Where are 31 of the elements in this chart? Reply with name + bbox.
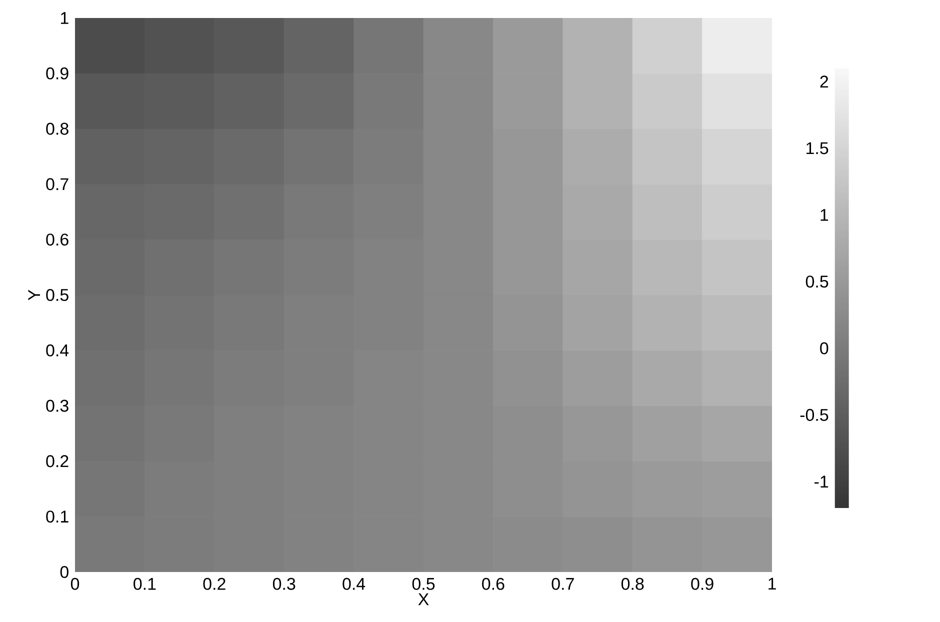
x-tick-label: 0.2 — [203, 578, 226, 590]
x-tick-label: 0.6 — [482, 578, 504, 590]
y-tick-label: 0.7 — [46, 178, 68, 190]
x-tick-label: 0.9 — [691, 578, 714, 590]
y-tick-label: 0.9 — [46, 67, 68, 80]
y-tick-label: 0.5 — [46, 288, 68, 302]
color-bar-label: -1 — [814, 476, 828, 488]
x-tick-label: 1 — [768, 578, 776, 590]
x-tick-label: 0.1 — [134, 578, 156, 590]
x-tick-label: 0.7 — [552, 578, 574, 590]
x-tick-label: 0.8 — [621, 578, 644, 590]
color-bar-label: -0.5 — [800, 408, 828, 421]
x-tick-label: 0.5 — [412, 578, 435, 590]
color-bar-label: 1 — [820, 209, 828, 221]
color-bar-label: 0 — [820, 342, 828, 354]
color-bar-label: 1.5 — [806, 142, 828, 154]
x-tick-label: 0 — [70, 578, 80, 590]
y-tick-label: 0.1 — [46, 510, 68, 523]
x-tick-label: 0.4 — [342, 578, 366, 590]
y-tick-label: 0.8 — [46, 122, 68, 135]
y-tick-label: 0.4 — [46, 344, 69, 356]
x-axis-title: X — [418, 593, 429, 606]
y-tick-label: 0.2 — [46, 455, 68, 468]
y-tick-label: 0.3 — [46, 400, 68, 412]
color-bar-label: 0.5 — [806, 276, 828, 288]
color-bar-label: 2 — [820, 76, 828, 88]
x-tick-label: 0.3 — [272, 578, 296, 590]
y-tick-label: 0 — [60, 566, 68, 578]
y-tick-label: 0.6 — [46, 234, 68, 246]
y-axis-title: Y — [28, 290, 40, 300]
y-tick-label: 1 — [60, 12, 68, 24]
